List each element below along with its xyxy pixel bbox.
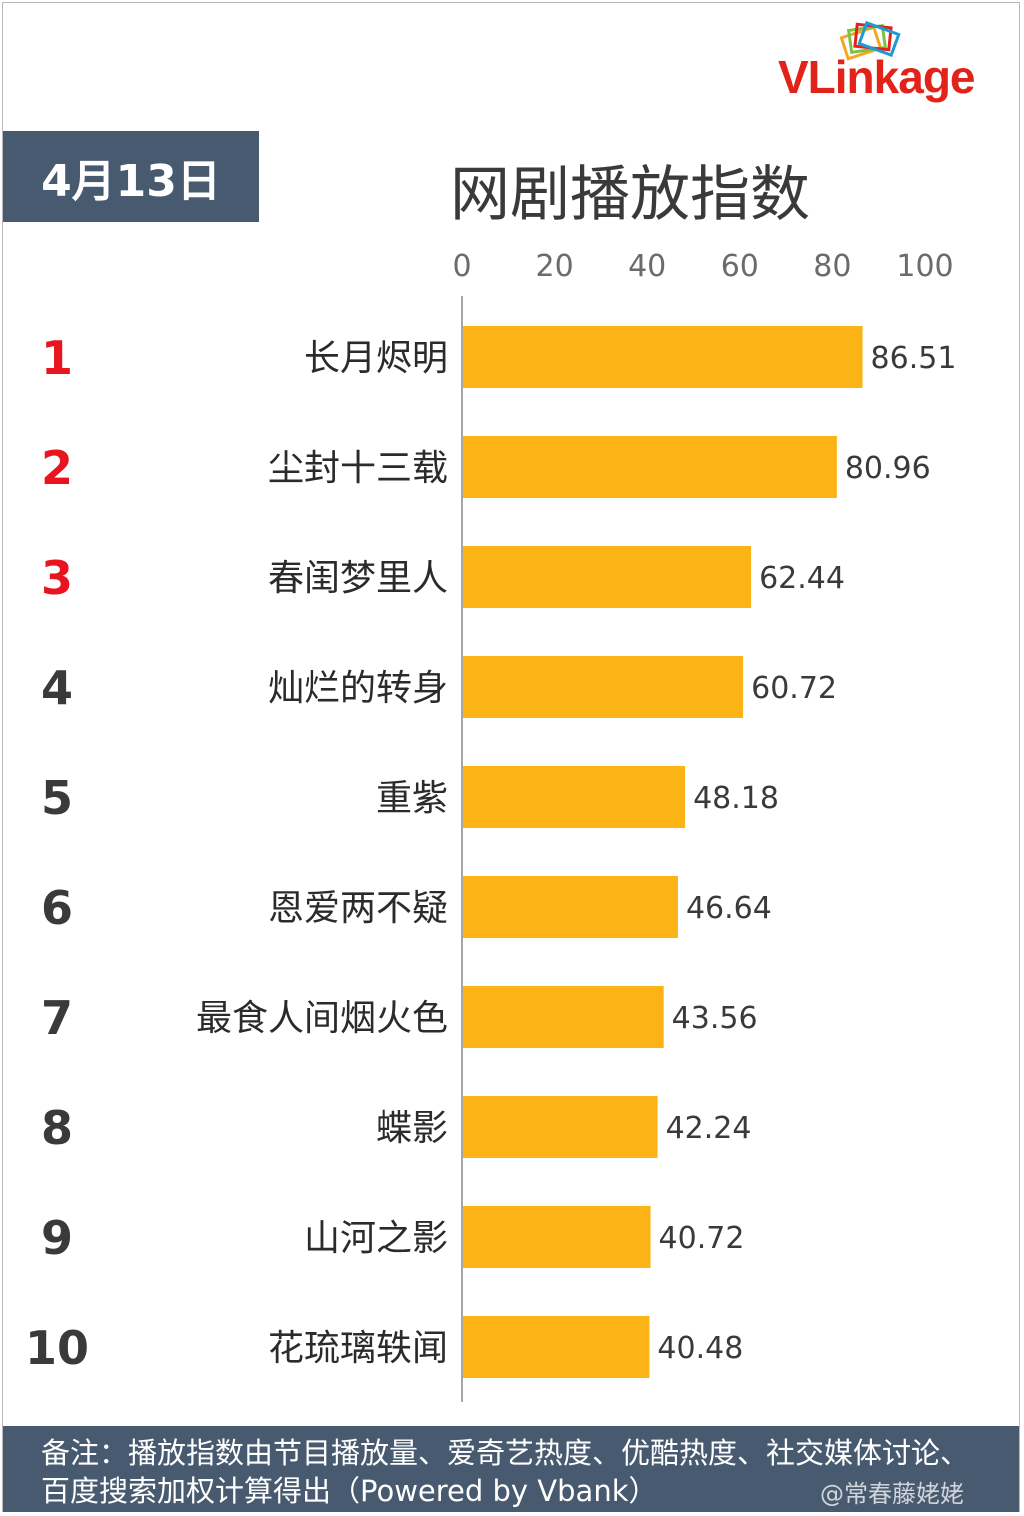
rank-number: 6: [41, 881, 73, 935]
category-label: 重紫: [376, 778, 448, 819]
footer-note: 备注：播放指数由节目播放量、爱奇艺热度、优酷热度、社交媒体讨论、百度搜索加权计算…: [3, 1426, 1019, 1512]
x-tick-label: 80: [813, 249, 851, 284]
category-label: 春闺梦里人: [268, 558, 448, 599]
bar: [462, 546, 752, 608]
rank-number: 9: [41, 1211, 73, 1265]
bar: [462, 1096, 658, 1158]
category-label: 山河之影: [304, 1218, 448, 1259]
rank-number: 2: [41, 441, 73, 495]
date-badge: 4月13日: [3, 131, 259, 222]
category-label: 恩爱两不疑: [268, 888, 448, 929]
data-label: 43.56: [672, 1001, 758, 1036]
x-tick-label: 60: [721, 249, 759, 284]
rank-number: 10: [25, 1321, 89, 1375]
rank-number: 5: [41, 771, 73, 825]
bar: [462, 986, 664, 1048]
category-label: 灿烂的转身: [268, 668, 448, 709]
bar: [462, 436, 837, 498]
data-label: 60.72: [751, 671, 837, 706]
data-label: 80.96: [845, 451, 931, 486]
vlinkage-logo: VLinkage: [778, 20, 1014, 112]
rank-number: 8: [41, 1101, 73, 1155]
x-tick-label: 20: [536, 249, 574, 284]
x-tick-label: 0: [452, 249, 471, 284]
logo-wordmark: VLinkage: [778, 51, 976, 103]
logo-frames-icon: [839, 20, 901, 61]
data-label: 40.48: [657, 1331, 743, 1366]
x-tick-label: 40: [628, 249, 666, 284]
data-label: 48.18: [693, 781, 779, 816]
x-tick-label: 100: [896, 249, 953, 284]
data-label: 40.72: [659, 1221, 745, 1256]
category-label: 尘封十三载: [268, 448, 448, 489]
bar: [462, 656, 744, 718]
category-label: 花琉璃轶闻: [268, 1328, 448, 1369]
bar: [462, 1206, 651, 1268]
data-label: 62.44: [759, 561, 845, 596]
chart-title: 网剧播放指数: [450, 160, 810, 230]
rank-number: 1: [41, 331, 73, 385]
bar-chart: 0 20 40 60 80 100 86.51 长月烬明 1 80.96 尘封十三载 2 62.44 春闺…: [25, 249, 957, 1402]
bar: [462, 326, 863, 388]
bar: [462, 766, 686, 828]
category-label: 蝶影: [376, 1108, 448, 1149]
data-label: 46.64: [686, 891, 772, 926]
category-label: 最食人间烟火色: [196, 998, 448, 1039]
rank-number: 4: [41, 661, 73, 715]
rank-number: 7: [41, 991, 73, 1045]
rank-number: 3: [41, 551, 73, 605]
data-label: 42.24: [666, 1111, 752, 1146]
data-label: 86.51: [871, 341, 957, 376]
bar: [462, 1316, 650, 1378]
watermark: @常春藤姥姥: [820, 1480, 964, 1508]
bar: [462, 876, 678, 938]
category-label: 长月烬明: [304, 338, 448, 379]
